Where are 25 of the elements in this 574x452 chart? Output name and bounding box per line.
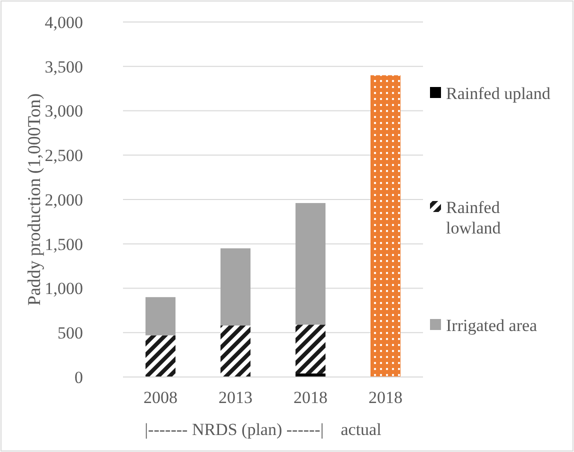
y-tick-label: 500 <box>58 324 83 343</box>
bar <box>370 75 400 377</box>
y-tick-label: 3,500 <box>44 57 83 76</box>
x-tick-label: 2008 <box>144 388 178 407</box>
x-tick-label: 2018 <box>294 388 328 407</box>
y-tick-label: 1,000 <box>44 279 83 298</box>
bar <box>146 297 176 336</box>
legend-label: Irrigated area <box>446 316 538 335</box>
x-tick-label: 2013 <box>218 388 252 407</box>
y-tick-label: 1,500 <box>44 234 83 254</box>
text: |------- NRDS (plan) ------| actual <box>144 420 382 439</box>
y-tick-label: 2,500 <box>44 146 83 166</box>
legend-label: Rainfed lowland <box>446 198 502 238</box>
bar <box>146 335 176 377</box>
bar <box>296 203 326 325</box>
y-tick-label: 4,000 <box>44 12 83 32</box>
y-axis-title: Paddy production (1,000Ton) <box>24 93 44 306</box>
y-tick-label: 0 <box>74 368 83 387</box>
bar <box>296 324 326 374</box>
legend-label: Rainfed upland <box>446 84 551 103</box>
x-tick-label: 2018 <box>368 388 402 407</box>
bar <box>220 326 250 377</box>
bar <box>220 248 250 326</box>
y-tick-label: 2,000 <box>44 190 83 210</box>
y-tick-label: 3,000 <box>44 102 83 121</box>
